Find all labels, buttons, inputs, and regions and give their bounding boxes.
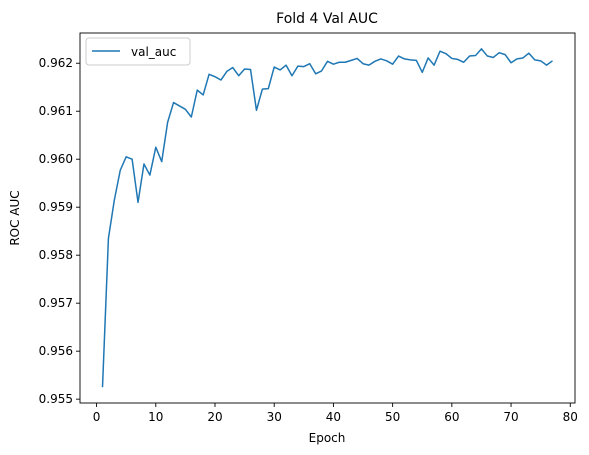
- x-tick-label: 50: [385, 410, 400, 424]
- legend-box: [85, 37, 191, 66]
- x-tick-label: 20: [207, 410, 222, 424]
- x-tick-label: 70: [503, 410, 518, 424]
- y-axis-label: ROC AUC: [8, 190, 22, 245]
- x-tick-label: 80: [563, 410, 578, 424]
- x-axis-label: Epoch: [309, 431, 346, 445]
- legend-label-val-auc: val_auc: [131, 45, 176, 59]
- x-tick-label: 30: [267, 410, 282, 424]
- plot-lines: [101, 48, 553, 388]
- y-tick-label: 0.962: [39, 56, 73, 70]
- plot-frame: [79, 32, 576, 404]
- legend: val_auc: [85, 37, 191, 66]
- x-tick-label: 40: [326, 410, 341, 424]
- series-line-val-auc: [101, 48, 553, 388]
- y-tick-label: 0.960: [39, 152, 73, 166]
- y-tick-label: 0.955: [39, 392, 73, 406]
- x-tick-label: 10: [148, 410, 163, 424]
- y-tick-label: 0.961: [39, 104, 73, 118]
- x-tick-label: 60: [444, 410, 459, 424]
- y-tick-label: 0.956: [39, 344, 73, 358]
- y-tick-label: 0.959: [39, 200, 73, 214]
- x-tick-label: 0: [93, 410, 101, 424]
- axis-ticks: 0 10 20 30 40 50 60 70 80 0.955 0.956 0.957 0.958 0.9…: [39, 56, 578, 424]
- y-tick-label: 0.957: [39, 296, 73, 310]
- y-tick-label: 0.958: [39, 248, 73, 262]
- chart-title: Fold 4 Val AUC: [276, 11, 378, 27]
